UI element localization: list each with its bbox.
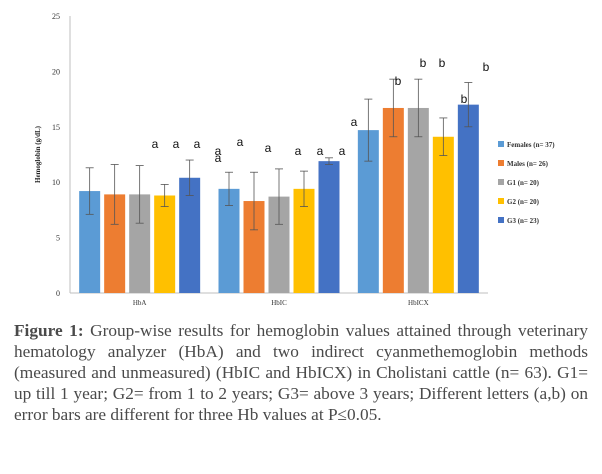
bar-hbicx-2 bbox=[382, 107, 404, 294]
caption-label: Figure 1: bbox=[14, 321, 84, 340]
figure-caption: Figure 1: Group-wise results for hemoglo… bbox=[14, 320, 588, 425]
significance-letter: a bbox=[173, 137, 180, 151]
y-tick-label: 5 bbox=[56, 234, 60, 243]
x-category-label: HbA bbox=[133, 299, 147, 307]
significance-letter: a bbox=[265, 141, 272, 155]
significance-letter: a bbox=[295, 144, 302, 158]
bar-chart: 0 5 10 15 20 25 Hemoglobin (g/dL) HbA HbIC HbICX a… bbox=[34, 12, 555, 307]
y-tick-label: 20 bbox=[52, 67, 60, 76]
legend-swatch bbox=[498, 160, 504, 166]
y-tick-label: 15 bbox=[52, 123, 60, 132]
bar-hba-3 bbox=[129, 194, 151, 293]
x-category-label: HbICX bbox=[408, 299, 429, 307]
legend-label: G3 (n= 23) bbox=[507, 217, 540, 225]
bar-hbic-5 bbox=[318, 161, 340, 293]
significance-letter: b bbox=[439, 56, 446, 70]
bar-hba-2 bbox=[104, 194, 126, 293]
bar-hbicx-3 bbox=[407, 107, 429, 294]
bar-hba-5 bbox=[179, 177, 201, 293]
bar-hba-1 bbox=[79, 191, 101, 293]
bar-hbicx-4 bbox=[432, 136, 454, 293]
significance-letter: a bbox=[237, 135, 244, 149]
significance-letter: a bbox=[152, 137, 159, 151]
significance-letter: a bbox=[351, 115, 358, 129]
significance-letter: a bbox=[215, 151, 222, 165]
bar-hba-4 bbox=[154, 195, 176, 293]
significance-letter: b bbox=[461, 92, 468, 106]
bar-hbic-4 bbox=[293, 188, 315, 293]
significance-letter: b bbox=[420, 56, 427, 70]
legend-label: G1 (n= 20) bbox=[507, 179, 540, 187]
bar-hbic-2 bbox=[243, 201, 265, 293]
caption-text: Group-wise results for hemoglobin values… bbox=[14, 321, 588, 424]
y-tick-label: 0 bbox=[56, 289, 60, 298]
legend-label: Males (n= 26) bbox=[507, 160, 549, 168]
significance-letter: a bbox=[317, 144, 324, 158]
bar-hbic-3 bbox=[268, 196, 290, 293]
y-tick-label: 10 bbox=[52, 178, 60, 187]
x-category-label: HbIC bbox=[271, 299, 287, 307]
significance-letter: a bbox=[215, 144, 222, 158]
legend-label: G2 (n= 20) bbox=[507, 198, 540, 206]
legend-swatch bbox=[498, 217, 504, 223]
y-axis-label: Hemoglobin (g/dL) bbox=[34, 125, 42, 183]
significance-letter: b bbox=[395, 74, 402, 88]
legend-label: Females (n= 37) bbox=[507, 141, 555, 149]
bar-hbicx-5 bbox=[457, 104, 479, 293]
bar-hbic-1 bbox=[218, 188, 240, 293]
significance-letter: a bbox=[339, 144, 346, 158]
legend-swatch bbox=[498, 198, 504, 204]
legend-swatch bbox=[498, 179, 504, 185]
significance-letter: a bbox=[194, 137, 201, 151]
y-tick-label: 25 bbox=[52, 12, 60, 21]
bar-hbicx-1 bbox=[357, 130, 379, 293]
significance-letter: b bbox=[483, 60, 490, 74]
legend-swatch bbox=[498, 141, 504, 147]
